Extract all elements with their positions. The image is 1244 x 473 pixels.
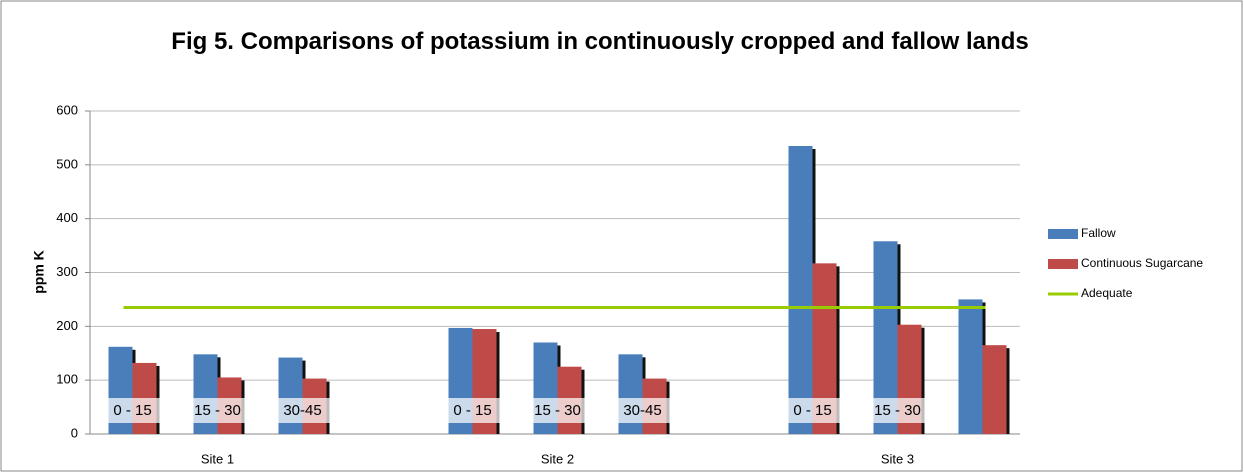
- category-label-box: [783, 398, 842, 423]
- y-tick-label: 400: [56, 210, 78, 225]
- x-group-label: Site 3: [881, 451, 914, 466]
- category-label: 0 - 15: [113, 402, 151, 419]
- category-label-box: [613, 398, 672, 423]
- category-label-box: [528, 398, 587, 423]
- category-label: 0 - 15: [793, 402, 831, 419]
- x-group-label: Site 1: [201, 451, 234, 466]
- category-label-box: [188, 398, 247, 423]
- bar: [982, 345, 1007, 434]
- y-tick-label: 500: [56, 156, 78, 171]
- legend-label: Continuous Sugarcane: [1081, 256, 1203, 270]
- category-label: 15 - 30: [534, 402, 581, 419]
- y-tick-label: 600: [56, 102, 78, 117]
- x-group-label: Site 2: [541, 451, 574, 466]
- y-tick-label: 200: [56, 318, 78, 333]
- category-label-box: [443, 398, 502, 423]
- bar: [958, 299, 983, 434]
- category-label: 15 - 30: [194, 402, 241, 419]
- y-tick-label: 100: [56, 372, 78, 387]
- category-label: 0 - 15: [453, 402, 491, 419]
- chart-title: Fig 5. Comparisons of potassium in conti…: [171, 28, 1029, 55]
- legend-swatch: [1048, 229, 1078, 239]
- legend-label: Adequate: [1081, 286, 1133, 300]
- category-label: 15 - 30: [874, 402, 921, 419]
- y-tick-label: 300: [56, 264, 78, 279]
- category-label: 30-45: [623, 402, 661, 419]
- category-label: 30-45: [283, 402, 321, 419]
- legend-swatch: [1048, 259, 1078, 269]
- y-axis-label: ppm K: [31, 250, 47, 294]
- legend-label: Fallow: [1081, 226, 1116, 240]
- category-label-box: [868, 398, 927, 423]
- y-tick-label: 0: [71, 425, 78, 440]
- bar: [788, 145, 813, 434]
- category-label-box: [273, 398, 332, 423]
- category-label-box: [103, 398, 162, 423]
